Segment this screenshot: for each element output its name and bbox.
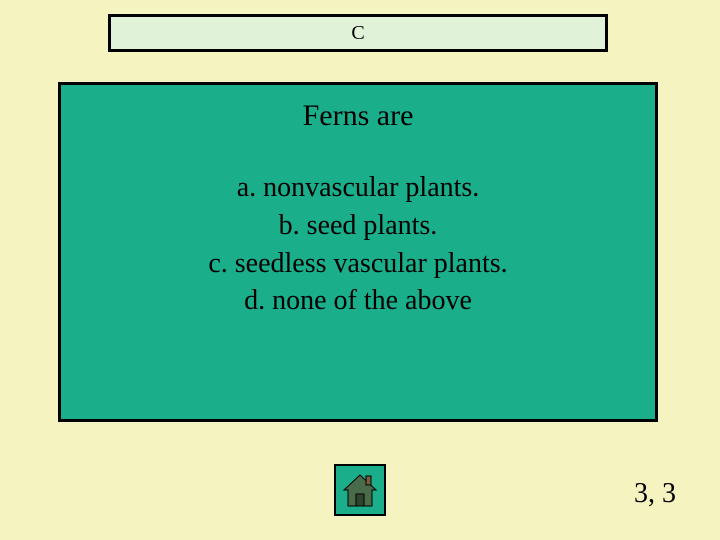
option-b: b. seed plants. [61, 207, 655, 245]
options-list: a. nonvascular plants. b. seed plants. c… [61, 169, 655, 320]
question-title: Ferns are [61, 99, 655, 133]
option-d: d. none of the above [61, 282, 655, 320]
coord-label: 3, 3 [634, 478, 676, 510]
home-icon [340, 470, 380, 510]
answer-box: C [108, 14, 608, 52]
home-button[interactable] [334, 464, 386, 516]
question-box: Ferns are a. nonvascular plants. b. seed… [58, 82, 658, 422]
option-c: c. seedless vascular plants. [61, 245, 655, 283]
option-a: a. nonvascular plants. [61, 169, 655, 207]
answer-letter: C [351, 22, 364, 45]
